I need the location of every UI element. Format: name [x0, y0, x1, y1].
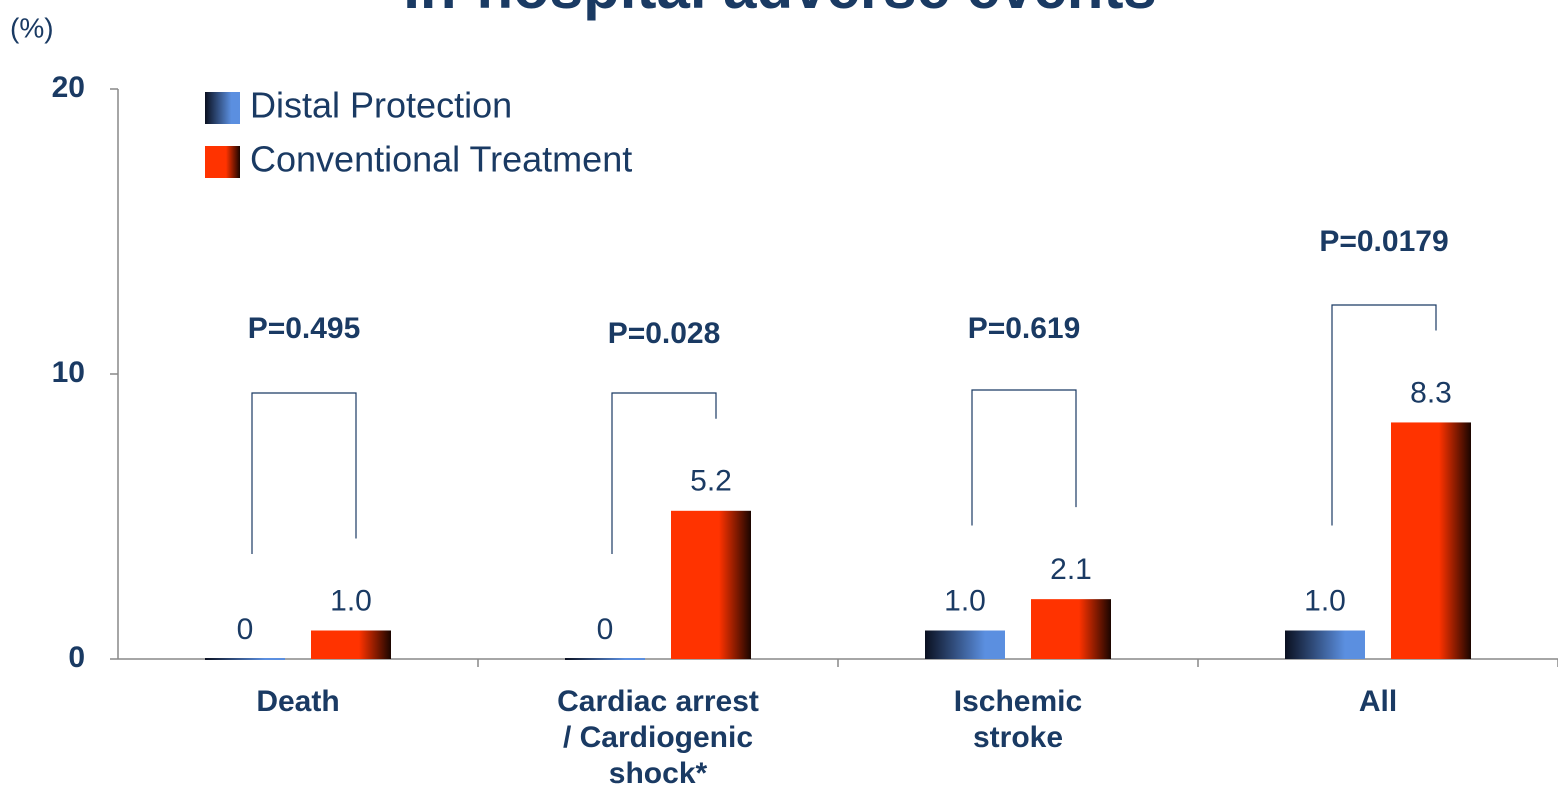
- p-value-bracket: [1331, 304, 1437, 526]
- x-tick-label: Death: [256, 685, 339, 718]
- bar: [565, 658, 645, 660]
- bar: [925, 630, 1005, 659]
- bar: [205, 658, 285, 660]
- value-label: 5.2: [690, 465, 732, 498]
- p-value: P=0.0179: [1319, 225, 1448, 258]
- p-value-bracket: [611, 392, 717, 554]
- p-value-bracket: [971, 389, 1077, 526]
- x-tick-label: All: [1359, 685, 1397, 718]
- x-tick-label: Cardiac arrest / Cardiogenic shock*: [557, 685, 759, 790]
- bar: [1285, 630, 1365, 659]
- y-tick-label: 10: [52, 356, 85, 389]
- x-tick-label: Ischemic stroke: [954, 685, 1082, 754]
- y-tick-label: 0: [68, 641, 85, 674]
- bar: [311, 630, 391, 659]
- legend-label: Distal Protection: [250, 85, 512, 126]
- p-value: P=0.028: [608, 317, 721, 350]
- bar: [671, 510, 751, 659]
- legend-swatch: [205, 92, 240, 124]
- value-label: 1.0: [944, 584, 986, 617]
- y-tick-label: 20: [52, 71, 85, 104]
- legend-swatch: [205, 146, 240, 178]
- value-label: 8.3: [1410, 376, 1452, 409]
- value-label: 0: [237, 613, 254, 646]
- y-axis-label: (%): [10, 12, 54, 43]
- bar: [1391, 422, 1471, 659]
- bar: [1031, 599, 1111, 659]
- chart-title: In-hospital adverse events: [403, 0, 1157, 21]
- p-value: P=0.495: [248, 312, 361, 345]
- value-label: 1.0: [330, 584, 372, 617]
- p-value-bracket: [251, 392, 357, 554]
- legend-label: Conventional Treatment: [250, 139, 632, 180]
- value-label: 2.1: [1050, 553, 1092, 586]
- value-label: 1.0: [1304, 584, 1346, 617]
- p-value: P=0.619: [968, 312, 1081, 345]
- value-label: 0: [597, 613, 614, 646]
